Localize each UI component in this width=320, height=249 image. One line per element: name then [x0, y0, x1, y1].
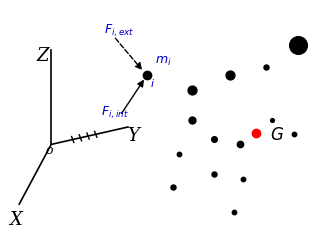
- Text: $F_{i,int}$: $F_{i,int}$: [101, 105, 129, 122]
- Text: o: o: [46, 144, 53, 157]
- Text: $i$: $i$: [150, 77, 155, 89]
- Text: $G$: $G$: [270, 127, 284, 144]
- Text: Z: Z: [37, 47, 50, 65]
- Text: $m_i$: $m_i$: [155, 55, 172, 67]
- Text: X: X: [10, 211, 22, 229]
- Text: Y: Y: [127, 127, 139, 145]
- Text: $F_{i,ext}$: $F_{i,ext}$: [104, 23, 134, 39]
